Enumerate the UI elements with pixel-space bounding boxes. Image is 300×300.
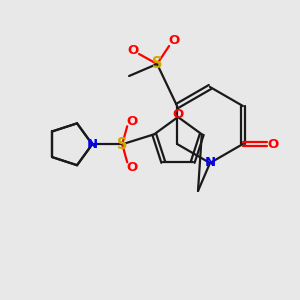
Text: N: N xyxy=(204,157,216,169)
Text: O: O xyxy=(169,34,180,47)
Text: S: S xyxy=(152,56,162,71)
Text: O: O xyxy=(172,107,184,121)
Text: O: O xyxy=(128,44,139,56)
Text: S: S xyxy=(117,137,128,152)
Text: O: O xyxy=(127,161,138,174)
Text: O: O xyxy=(127,115,138,128)
Text: O: O xyxy=(267,137,278,151)
Text: N: N xyxy=(87,138,98,151)
